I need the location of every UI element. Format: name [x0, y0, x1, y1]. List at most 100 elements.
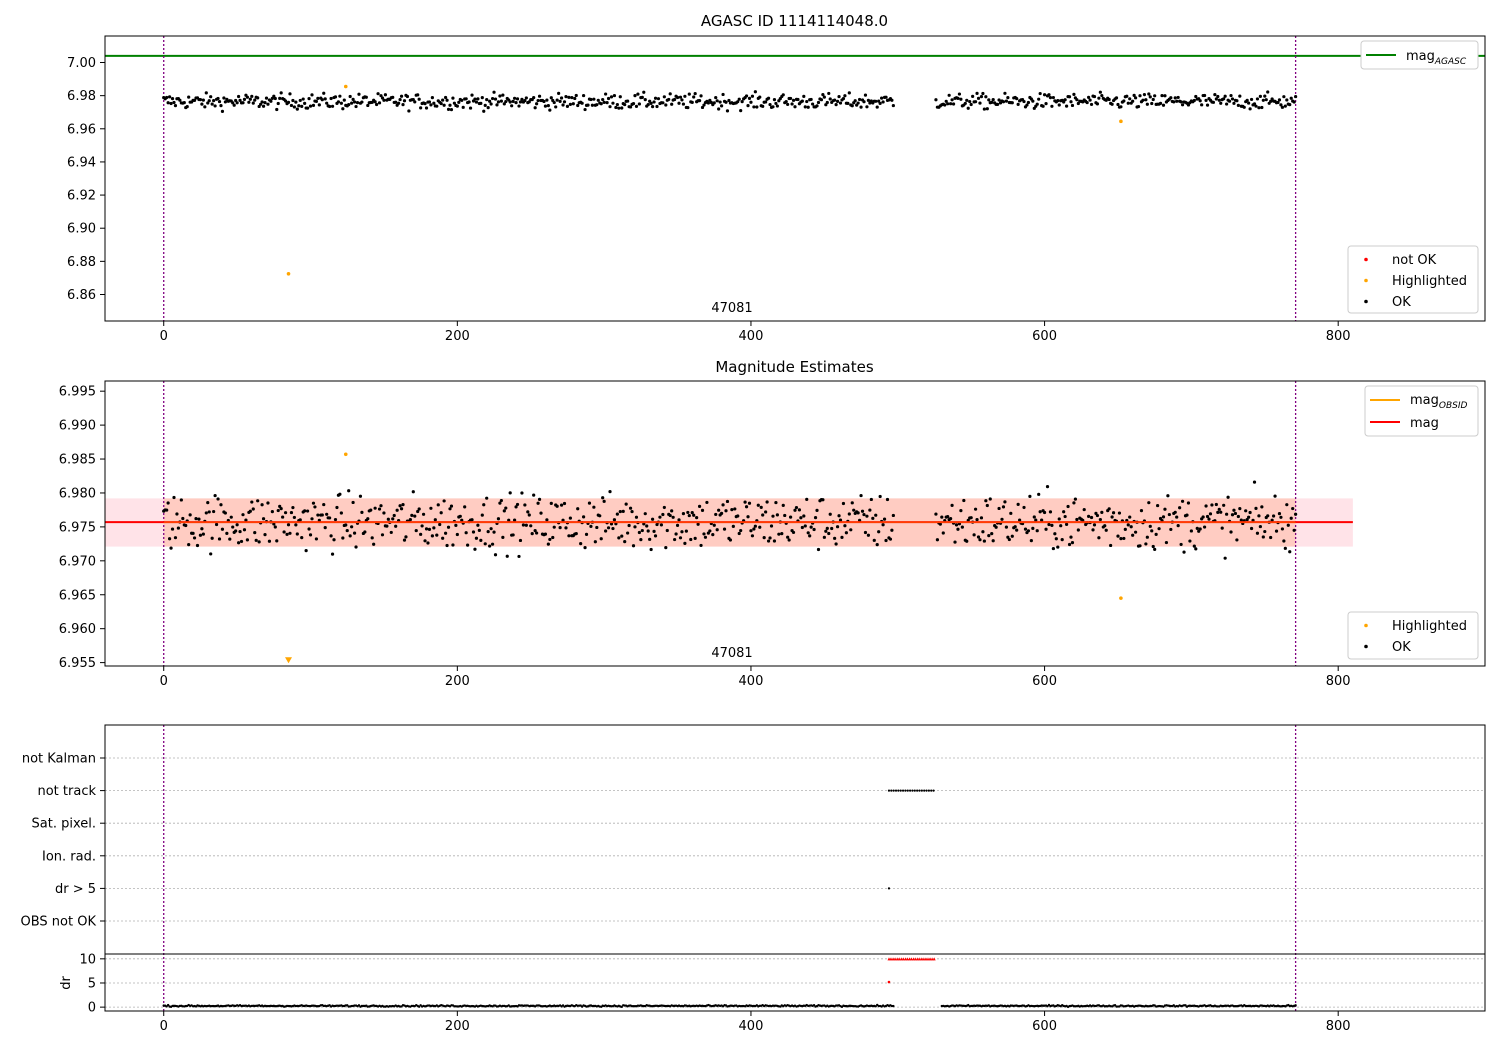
ok-point — [521, 523, 526, 527]
ok-point — [1038, 510, 1042, 514]
ok-point — [890, 528, 894, 532]
ok-point — [1222, 97, 1226, 101]
ok-point — [718, 100, 722, 104]
ok-point — [934, 512, 938, 516]
ok-point — [419, 532, 423, 536]
ok-point — [549, 501, 553, 505]
ok-point — [292, 105, 296, 109]
ok-point — [972, 533, 976, 537]
ok-point — [439, 101, 443, 106]
ok-point — [771, 514, 775, 518]
x-tick-label: 400 — [739, 1019, 764, 1034]
ok-point — [1164, 540, 1169, 545]
ok-point — [1185, 513, 1189, 517]
ok-point — [241, 101, 245, 105]
ok-point — [466, 543, 470, 547]
ok-point — [1247, 101, 1251, 105]
ok-point — [844, 531, 848, 535]
ok-point — [871, 516, 875, 520]
ok-point — [298, 98, 302, 103]
ok-point — [404, 535, 408, 539]
ok-point — [301, 97, 305, 101]
ok-point — [454, 523, 458, 527]
ok-point — [1245, 518, 1249, 522]
not-track-point — [890, 789, 893, 792]
ok-point — [969, 516, 973, 520]
ok-point — [850, 501, 854, 505]
ok-point — [1001, 505, 1006, 509]
ok-point — [242, 528, 247, 532]
ok-point — [683, 94, 687, 98]
ok-point — [1047, 522, 1051, 527]
ok-point — [352, 531, 357, 535]
ok-point — [476, 97, 480, 101]
ok-point — [994, 525, 998, 529]
ok-point — [1048, 95, 1053, 100]
ok-point — [476, 523, 480, 527]
ok-point — [1092, 523, 1097, 527]
ok-point — [352, 100, 357, 104]
ok-point — [650, 517, 655, 521]
ok-point — [1260, 505, 1264, 509]
ok-point — [245, 95, 250, 99]
ok-point — [656, 97, 661, 101]
ok-point — [1289, 516, 1293, 520]
ok-point — [1167, 512, 1171, 517]
ok-point — [809, 97, 813, 102]
ok-point — [329, 96, 333, 101]
ok-point — [1048, 510, 1053, 514]
ok-point — [430, 96, 434, 100]
ok-point — [1236, 103, 1240, 107]
ok-point — [1122, 99, 1126, 103]
ok-point — [555, 98, 559, 102]
ok-point — [1029, 538, 1033, 543]
ok-point — [725, 499, 730, 504]
ok-point — [677, 518, 681, 522]
ok-point — [551, 535, 555, 540]
ok-point — [840, 535, 844, 539]
ok-point — [518, 100, 523, 104]
ok-point — [198, 533, 203, 537]
ok-point — [1107, 507, 1111, 511]
ok-point — [482, 109, 486, 113]
ok-point — [731, 524, 735, 528]
ok-point — [316, 513, 320, 517]
ok-point — [624, 502, 628, 506]
ok-point — [1276, 100, 1280, 105]
ok-point — [482, 503, 486, 507]
ok-point — [288, 531, 292, 535]
ok-point — [275, 107, 279, 112]
ok-point — [866, 533, 871, 537]
ok-point — [1205, 514, 1210, 519]
ok-point — [752, 527, 756, 531]
legend-mag-agasc-label: magAGASC — [1406, 49, 1467, 67]
ok-point — [229, 515, 233, 519]
y-tick-label: 6.92 — [67, 189, 96, 204]
ok-point — [165, 508, 169, 512]
ok-point — [744, 94, 749, 98]
legend-highlighted-label: Highlighted — [1392, 274, 1467, 289]
ok-point — [659, 523, 664, 527]
ok-point — [1091, 528, 1095, 532]
ok-point — [380, 533, 385, 537]
ok-point — [1180, 103, 1185, 107]
not-track-point — [925, 789, 928, 792]
ok-point — [990, 100, 994, 104]
ok-point — [665, 528, 669, 533]
ok-point — [813, 516, 818, 520]
legend-ok-label: OK — [1392, 640, 1411, 655]
ok-point — [1242, 105, 1246, 109]
ok-point — [592, 97, 596, 101]
ok-point — [1047, 93, 1051, 97]
ok-point — [702, 532, 706, 536]
ok-point — [234, 98, 238, 103]
ok-point — [637, 530, 641, 535]
dr-capped-marker — [912, 957, 916, 961]
ok-point — [761, 513, 765, 517]
ok-point — [1054, 537, 1058, 541]
ok-point — [402, 538, 407, 542]
ok-point — [523, 503, 527, 507]
ok-point — [204, 91, 208, 95]
ok-point — [1007, 537, 1011, 542]
ok-point — [1230, 513, 1235, 517]
